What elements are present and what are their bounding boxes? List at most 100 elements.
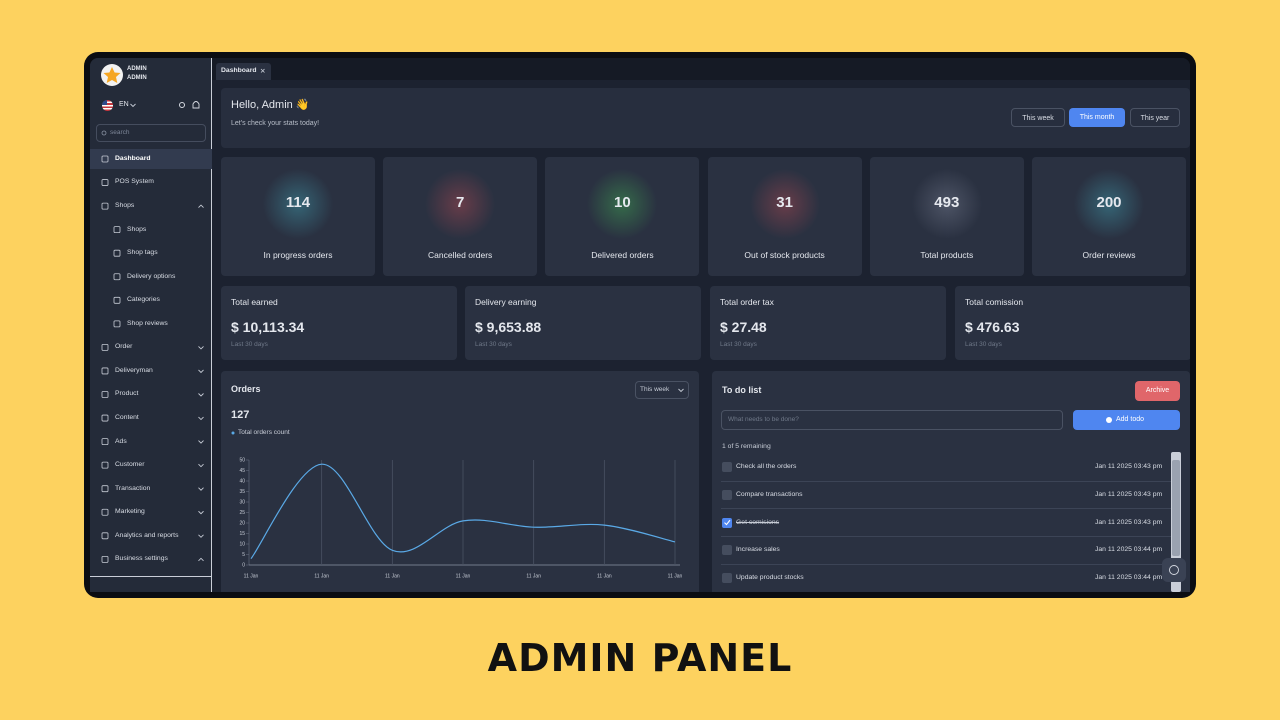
menu-item[interactable]: POS System <box>115 178 154 186</box>
earning-title: Total comission <box>965 296 1024 307</box>
chevron-up <box>198 557 204 562</box>
stat-glow <box>582 164 663 244</box>
todo-date: Jan 11 2025 03:44 pm <box>1095 546 1163 554</box>
tab-label: Dashboard <box>221 66 257 74</box>
menu-item[interactable]: Shop reviews <box>127 319 168 327</box>
chat-button[interactable] <box>1162 558 1186 582</box>
chat-icon <box>1169 565 1179 575</box>
menu-item[interactable]: Content <box>115 413 139 421</box>
language-selector[interactable]: EN <box>119 100 129 108</box>
chevron-down <box>198 393 204 397</box>
y-tick-label: 25 <box>239 510 245 516</box>
earning-card <box>221 286 457 360</box>
tab-close <box>260 68 265 73</box>
menu-item[interactable]: Categories <box>127 296 160 304</box>
todo-checkbox[interactable] <box>722 545 732 556</box>
todo-remaining: 1 of 5 remaining <box>722 442 771 450</box>
menu-icon <box>101 391 109 398</box>
menu-item[interactable]: Analytics and reports <box>115 531 179 539</box>
menu-item[interactable]: Shops <box>127 225 147 233</box>
menu-icon <box>113 273 121 281</box>
stat-value: 200 <box>1096 194 1122 211</box>
stat-value: 7 <box>456 194 465 211</box>
y-tick-label: 20 <box>239 520 245 526</box>
menu-icon <box>101 485 109 493</box>
chevron-down <box>198 510 204 515</box>
period-button[interactable]: This week <box>1011 108 1065 127</box>
tab[interactable] <box>216 63 271 80</box>
earning-title: Total earned <box>231 296 278 307</box>
menu-icon <box>101 461 109 469</box>
todo-checkbox[interactable] <box>722 462 732 472</box>
archive-button[interactable]: Archive <box>1135 381 1180 401</box>
earning-title: Total order tax <box>720 296 774 307</box>
menu-item[interactable]: Shops <box>115 202 135 210</box>
earning-card <box>955 286 1190 360</box>
menu-item[interactable]: Customer <box>115 461 145 469</box>
menu-icon <box>113 296 121 304</box>
menu-icon <box>101 155 109 163</box>
y-tick-label: 50 <box>239 457 245 463</box>
period-button[interactable]: This year <box>1130 108 1180 127</box>
search-icon <box>101 130 107 136</box>
stat-label: Total products <box>920 250 974 260</box>
legend-label: Total orders count <box>238 429 290 437</box>
orders-period[interactable]: This week <box>635 381 689 399</box>
legend-dot <box>231 431 235 435</box>
todo-date: Jan 11 2025 03:43 pm <box>1095 462 1163 470</box>
todo-card <box>712 371 1190 592</box>
add-icon <box>1106 417 1112 423</box>
todo-checkbox[interactable] <box>722 489 732 500</box>
todo-input[interactable]: What needs to be done? <box>721 410 1063 430</box>
menu-item[interactable]: Order <box>115 343 133 351</box>
stat-value: 10 <box>614 194 631 211</box>
todo-text: Check all the orders <box>736 462 797 470</box>
chevron-down <box>130 103 136 108</box>
earning-value: $ 9,653.88 <box>475 318 542 335</box>
menu-icon <box>101 414 109 422</box>
todo-text: Compare transactions <box>736 490 803 498</box>
period-button[interactable]: This month <box>1069 108 1125 127</box>
earning-title: Delivery earning <box>475 296 537 307</box>
menu-icon <box>101 508 109 516</box>
todo-separator <box>721 563 1171 565</box>
x-tick-label: 11 Jan <box>456 573 471 579</box>
earning-value: $ 476.63 <box>965 318 1020 335</box>
menu-item[interactable]: Marketing <box>115 508 145 516</box>
chevron-down <box>198 487 204 491</box>
menu-item[interactable]: Shop tags <box>127 249 158 257</box>
y-tick-label: 10 <box>239 541 245 547</box>
menu-item[interactable]: Deliveryman <box>115 366 153 374</box>
menu-item[interactable]: Dashboard <box>115 154 151 162</box>
add-todo-button[interactable] <box>1073 410 1180 430</box>
earning-note: Last 30 days <box>720 341 757 349</box>
menu-icon <box>101 438 109 446</box>
search-input[interactable] <box>96 124 206 142</box>
stat-value: 31 <box>776 194 793 211</box>
brand-name: ADMIN <box>127 66 147 73</box>
todo-checkbox[interactable] <box>722 517 732 528</box>
stat-value: 493 <box>934 194 960 211</box>
todo-text: Update product stocks <box>736 574 804 582</box>
menu-item[interactable]: Transaction <box>115 484 151 492</box>
greeting-subtitle: Let's check your stats today! <box>231 119 320 127</box>
menu-active-bg <box>90 149 212 169</box>
chevron-up <box>198 204 204 208</box>
menu-icon <box>101 555 109 563</box>
todo-checkbox[interactable] <box>722 573 732 584</box>
menu-item[interactable]: Business settings <box>115 555 168 563</box>
chevron-down <box>198 440 204 444</box>
menu-item[interactable]: Product <box>115 390 139 398</box>
menu-item[interactable]: Ads <box>115 437 127 445</box>
sidebar-bottom-line <box>90 576 212 577</box>
todo-date: Jan 11 2025 03:43 pm <box>1095 490 1163 498</box>
stat-label: Delivered orders <box>591 250 654 260</box>
bell-icon <box>192 101 200 109</box>
stat-value: 114 <box>285 194 311 211</box>
orders-line <box>250 463 676 560</box>
search-placeholder: search <box>110 129 130 137</box>
todo-text: Increase sales <box>736 546 780 554</box>
menu-item[interactable]: Delivery options <box>127 272 176 280</box>
stat-glow <box>420 164 501 244</box>
stat-glow <box>258 164 338 244</box>
